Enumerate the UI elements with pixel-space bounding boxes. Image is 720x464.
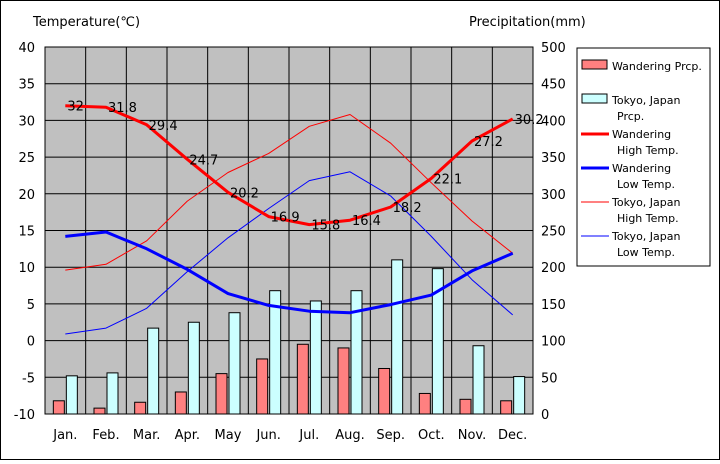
y-right-tick-label: 0 <box>541 408 549 423</box>
data-label: 22.1 <box>433 172 462 187</box>
series-line <box>65 230 514 315</box>
y-right-axis-title: Precipitation(mm) <box>469 15 586 30</box>
legend-label-line2: High Temp. <box>617 212 679 225</box>
legend-box <box>576 47 711 267</box>
precip-bar <box>269 290 282 415</box>
x-tick-label: Oct. <box>418 428 445 443</box>
series-line <box>65 104 514 227</box>
precip-bar <box>147 327 160 415</box>
precip-bar <box>256 358 269 415</box>
precip-bar <box>500 400 513 415</box>
data-label: 16.4 <box>352 214 381 229</box>
precip-bar <box>134 401 147 415</box>
y-left-tick-label: -5 <box>22 371 35 386</box>
data-label: 30.2 <box>515 113 544 128</box>
axis-ticks: -10-505101520253035400501001502002503003… <box>14 41 566 443</box>
legend-label-line2: High Temp. <box>617 144 679 157</box>
precip-bar <box>228 312 241 415</box>
x-tick-label: Nov. <box>458 428 487 443</box>
data-labels: 32 31.8 29.4 24.7 20.2 16.9 15.8 16.4 18.2 22.1 27… <box>67 100 543 234</box>
precip-bar <box>472 345 485 415</box>
grid-lines <box>45 46 533 415</box>
precip-bar <box>378 367 391 415</box>
y-right-tick-label: 300 <box>541 188 566 203</box>
y-left-tick-label: 15 <box>18 225 35 240</box>
x-tick-label: Jun. <box>255 428 280 443</box>
data-label: 31.8 <box>108 101 137 116</box>
legend-label: Tokyo, Japan <box>611 94 680 107</box>
legend-label: Wandering <box>612 128 671 141</box>
legend-label-line2: Low Temp. <box>617 178 675 191</box>
precip-bar <box>187 321 200 415</box>
y-left-tick-label: 5 <box>27 298 35 313</box>
y-right-tick-label: 200 <box>541 261 566 276</box>
y-left-tick-label: 35 <box>18 78 35 93</box>
precip-bar <box>65 375 78 415</box>
x-tick-label: Sep. <box>376 428 405 443</box>
y-left-tick-label: 30 <box>18 114 35 129</box>
legend-swatch <box>581 93 608 104</box>
precip-bar <box>52 400 65 415</box>
series-line <box>65 171 514 335</box>
precip-bar <box>337 347 350 415</box>
y-right-tick-label: 50 <box>541 371 558 386</box>
y-left-tick-label: 25 <box>18 151 35 166</box>
data-label: 16.9 <box>271 211 300 226</box>
x-tick-label: Feb. <box>92 428 119 443</box>
data-label: 15.8 <box>311 219 340 234</box>
x-tick-label: May <box>215 428 242 443</box>
legend-label: Tokyo, Japan <box>611 230 680 243</box>
y-left-tick-label: 0 <box>27 335 35 350</box>
y-right-tick-label: 450 <box>541 78 566 93</box>
y-right-tick-label: 400 <box>541 114 566 129</box>
data-label: 24.7 <box>189 153 218 168</box>
precip-bar <box>418 392 431 415</box>
y-right-tick-label: 500 <box>541 41 566 56</box>
y-left-axis-title: Temperature(℃) <box>32 15 140 30</box>
precipitation-bars <box>52 259 526 415</box>
legend-label: Tokyo, Japan <box>611 196 680 209</box>
y-left-tick-label: 10 <box>18 261 35 276</box>
legend-label-line2: Prcp. <box>617 110 644 123</box>
y-left-tick-label: -10 <box>14 408 35 423</box>
precip-bar <box>350 290 363 415</box>
legend-swatch <box>581 59 608 70</box>
precip-bar <box>93 407 106 415</box>
data-label: 18.2 <box>393 201 422 216</box>
data-label: 29.4 <box>149 119 178 134</box>
data-label: 20.2 <box>230 186 259 201</box>
precip-bar <box>431 268 444 415</box>
x-tick-label: Mar. <box>133 428 160 443</box>
precip-bar <box>106 372 119 415</box>
legend-label: Wandering <box>612 162 671 175</box>
legend-label: Wandering Prcp. <box>612 60 702 73</box>
y-left-tick-label: 40 <box>18 41 35 56</box>
precip-bar <box>215 373 228 415</box>
x-tick-label: Dec. <box>498 428 527 443</box>
x-tick-label: Jul. <box>298 428 319 443</box>
precip-bar <box>459 398 472 415</box>
precip-bar <box>296 343 309 415</box>
precip-bar <box>309 300 322 415</box>
legend-label-line2: Low Temp. <box>617 246 675 259</box>
precip-bar <box>391 259 404 415</box>
y-right-tick-label: 150 <box>541 298 566 313</box>
data-label: 27.2 <box>474 135 503 150</box>
x-tick-label: Aug. <box>335 428 365 443</box>
y-right-tick-label: 250 <box>541 225 566 240</box>
precip-bar <box>174 391 187 415</box>
y-right-tick-label: 350 <box>541 151 566 166</box>
data-label: 32 <box>67 100 84 115</box>
y-right-tick-label: 100 <box>541 335 566 350</box>
y-left-tick-label: 20 <box>18 188 35 203</box>
temperature-lines <box>65 104 514 335</box>
x-tick-label: Apr. <box>175 428 200 443</box>
legend: Wandering Prcp. Tokyo, Japan Prcp. Wanderin… <box>581 59 702 259</box>
precip-bar <box>513 376 526 415</box>
x-tick-label: Jan. <box>52 428 77 443</box>
